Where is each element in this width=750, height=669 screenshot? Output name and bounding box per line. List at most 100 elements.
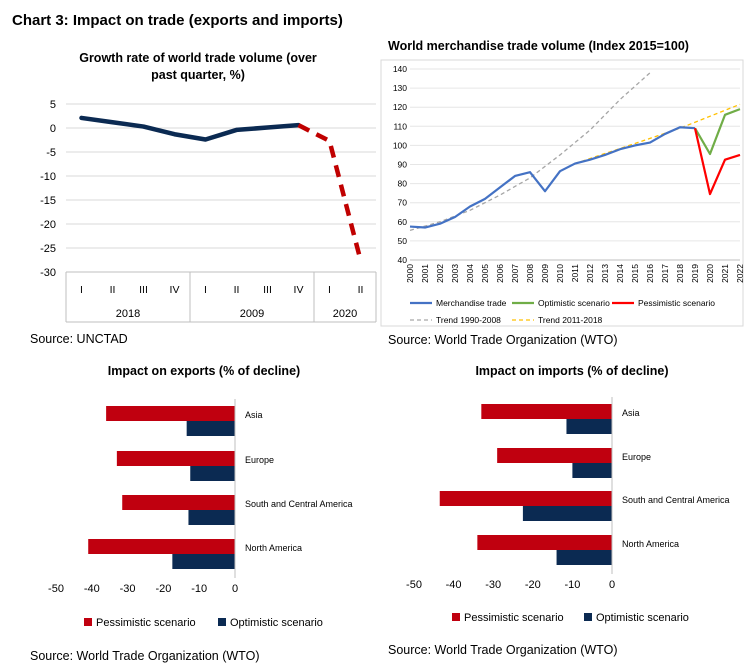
growth-source: Source: UNCTAD bbox=[30, 332, 128, 346]
merch-series-optimistic bbox=[694, 108, 741, 156]
growth-title-line-1: Growth rate of world trade volume (over bbox=[79, 51, 317, 65]
merch-title: World merchandise trade volume (Index 20… bbox=[388, 39, 689, 53]
merch-y-tick-label: 90 bbox=[398, 160, 408, 170]
merch-x-tick-label: 2006 bbox=[495, 264, 505, 283]
growth-group-label: 2018 bbox=[116, 308, 140, 320]
merch-source: Source: World Trade Organization (WTO) bbox=[388, 333, 618, 347]
exports-source: Source: World Trade Organization (WTO) bbox=[30, 649, 260, 663]
imports-legend-label-optimistic: Optimistic scenario bbox=[596, 612, 689, 624]
exports-bar-pessimistic bbox=[106, 406, 236, 421]
imports-category-label: North America bbox=[622, 539, 679, 549]
growth-series-projection-line bbox=[297, 123, 363, 261]
growth-x-tick-label: IV bbox=[294, 284, 304, 296]
exports-legend-label-pessimistic: Pessimistic scenario bbox=[96, 617, 196, 629]
merch-x-tick-label: 2008 bbox=[525, 264, 535, 283]
exports-category-label: North America bbox=[245, 543, 302, 553]
exports-bar-optimistic bbox=[172, 554, 235, 569]
imports-legend-label-pessimistic: Pessimistic scenario bbox=[464, 612, 564, 624]
imports-x-tick-label: -30 bbox=[485, 579, 501, 591]
growth-title-line-2: past quarter, %) bbox=[151, 68, 245, 82]
exports-bar-pessimistic bbox=[122, 495, 235, 510]
merch-x-tick-label: 2009 bbox=[540, 264, 550, 283]
imports-legend-swatch-pessimistic bbox=[452, 613, 460, 621]
imports-category-label: Europe bbox=[622, 452, 651, 462]
imports-title: Impact on imports (% of decline) bbox=[475, 364, 668, 378]
merch-x-tick-label: 2022 bbox=[735, 264, 745, 283]
merchandise-trade-chart: World merchandise trade volume (Index 20… bbox=[380, 39, 745, 327]
merch-legend-label: Trend 2011-2018 bbox=[538, 315, 603, 325]
merch-y-tick-label: 80 bbox=[398, 179, 408, 189]
growth-x-tick-label: I bbox=[80, 284, 83, 296]
growth-x-tick-label: II bbox=[234, 284, 240, 296]
exports-x-tick-label: -20 bbox=[155, 583, 171, 595]
merch-x-tick-label: 2005 bbox=[480, 264, 490, 283]
growth-rate-chart: Growth rate of world trade volume (over p… bbox=[40, 51, 377, 323]
exports-x-tick-label: -50 bbox=[48, 583, 64, 595]
growth-x-tick-label: III bbox=[139, 284, 148, 296]
merch-x-tick-label: 2010 bbox=[555, 264, 565, 283]
merch-x-tick-label: 2015 bbox=[630, 264, 640, 283]
growth-y-tick-label: -15 bbox=[40, 195, 56, 207]
growth-y-tick-label: -5 bbox=[46, 147, 56, 159]
exports-bar-optimistic bbox=[188, 510, 235, 525]
merch-series-merchandise-trade bbox=[409, 126, 696, 229]
imports-x-tick-label: -20 bbox=[525, 579, 541, 591]
exports-bar-pessimistic bbox=[116, 451, 235, 466]
merch-x-tick-label: 2003 bbox=[450, 264, 460, 283]
merch-y-tick-label: 70 bbox=[398, 198, 408, 208]
imports-x-tick-label: -10 bbox=[564, 579, 580, 591]
merch-series-trend-2011-2018 bbox=[574, 103, 741, 165]
exports-x-tick-label: -40 bbox=[84, 583, 100, 595]
imports-x-tick-label: -50 bbox=[406, 579, 422, 591]
imports-chart: Impact on imports (% of decline) Asia Euro… bbox=[406, 364, 730, 624]
merch-x-tick-label: 2018 bbox=[675, 264, 685, 283]
exports-legend-label-optimistic: Optimistic scenario bbox=[230, 617, 323, 629]
merch-x-tick-label: 2019 bbox=[690, 264, 700, 283]
growth-y-tick-label: 0 bbox=[50, 123, 56, 135]
exports-bar-optimistic bbox=[190, 466, 235, 481]
merch-legend-label: Pessimistic scenario bbox=[638, 298, 715, 308]
exports-chart: Impact on exports (% of decline) Asia Euro… bbox=[48, 364, 353, 629]
exports-legend-swatch-optimistic bbox=[218, 618, 226, 626]
imports-bar-pessimistic bbox=[439, 491, 612, 506]
merch-y-tick-label: 110 bbox=[393, 121, 407, 131]
merch-x-tick-label: 2002 bbox=[435, 264, 445, 283]
imports-bar-optimistic bbox=[566, 419, 612, 434]
page-title: Chart 3: Impact on trade (exports and im… bbox=[12, 12, 343, 29]
imports-x-tick-label: -40 bbox=[446, 579, 462, 591]
growth-x-tick-label: II bbox=[110, 284, 116, 296]
merch-y-tick-label: 130 bbox=[393, 83, 407, 93]
merch-legend-label: Trend 1990-2008 bbox=[436, 315, 501, 325]
imports-source: Source: World Trade Organization (WTO) bbox=[388, 643, 618, 657]
exports-bar-optimistic bbox=[186, 421, 235, 436]
growth-group-label: 2009 bbox=[240, 308, 264, 320]
merch-plot-frame bbox=[380, 59, 744, 327]
growth-x-tick-label: I bbox=[328, 284, 331, 296]
merch-x-tick-label: 2013 bbox=[600, 264, 610, 283]
growth-y-tick-label: -30 bbox=[40, 267, 56, 279]
imports-bar-optimistic bbox=[556, 550, 612, 565]
growth-y-tick-label: -25 bbox=[40, 243, 56, 255]
growth-x-tick-label: IV bbox=[170, 284, 180, 296]
exports-title: Impact on exports (% of decline) bbox=[108, 364, 300, 378]
growth-x-tick-label: I bbox=[204, 284, 207, 296]
merch-legend-label: Optimistic scenario bbox=[538, 298, 610, 308]
merch-y-tick-label: 50 bbox=[398, 236, 408, 246]
exports-x-tick-label: 0 bbox=[232, 583, 238, 595]
merch-legend-label: Merchandise trade bbox=[436, 298, 507, 308]
merch-y-tick-label: 60 bbox=[398, 217, 408, 227]
merch-x-tick-label: 2020 bbox=[705, 264, 715, 283]
imports-bar-optimistic bbox=[522, 506, 612, 521]
exports-category-label: Asia bbox=[245, 410, 263, 420]
merch-x-tick-label: 2011 bbox=[570, 264, 580, 283]
imports-bar-optimistic bbox=[572, 463, 612, 478]
exports-x-tick-label: -30 bbox=[120, 583, 136, 595]
merch-x-tick-label: 2004 bbox=[465, 264, 475, 283]
merch-y-tick-label: 140 bbox=[393, 64, 407, 74]
merch-x-tick-label: 2001 bbox=[420, 264, 430, 283]
imports-category-label: South and Central America bbox=[622, 495, 730, 505]
imports-bar-pessimistic bbox=[477, 535, 612, 550]
growth-y-tick-label: -20 bbox=[40, 219, 56, 231]
imports-legend-swatch-optimistic bbox=[584, 613, 592, 621]
imports-bar-pessimistic bbox=[481, 404, 612, 419]
